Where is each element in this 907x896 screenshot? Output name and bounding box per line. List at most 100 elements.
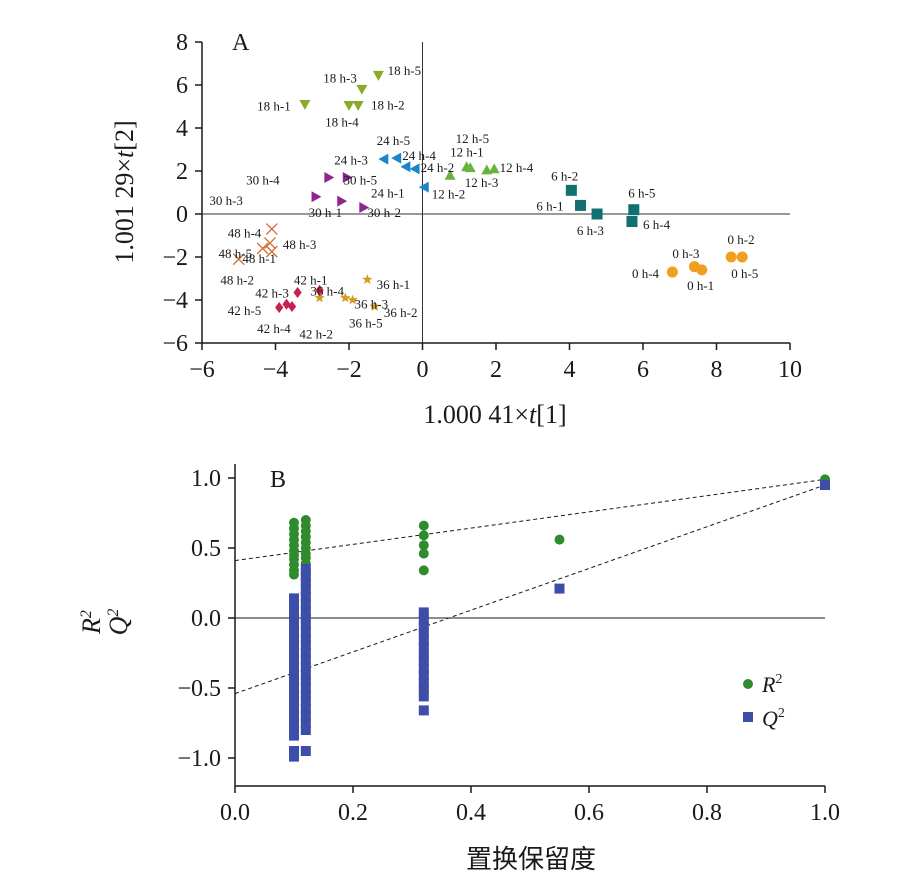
b-point-q2: [289, 730, 299, 741]
b-point-q2: [289, 614, 299, 625]
b-x-tick-label: 1.0: [810, 800, 840, 826]
a-x-tick-label: 6: [637, 357, 649, 383]
b-point-q2: [289, 698, 299, 709]
label-18h-2: 18 h-2: [371, 97, 405, 112]
b-point-q2: [820, 480, 830, 490]
b-point-q2: [300, 627, 311, 637]
b-x-tick-label: 0.0: [220, 800, 250, 826]
b-point-q2: [418, 642, 429, 653]
label-24h-3: 24 h-3: [334, 152, 368, 167]
b-point-r2: [418, 548, 429, 559]
point-18h-4: [343, 101, 355, 111]
point-0h-5: [725, 251, 737, 263]
b-point-q2: [418, 649, 429, 660]
point-6h-1: [575, 199, 587, 211]
b-point-q2: [300, 655, 311, 665]
label-30h-4: 30 h-4: [246, 173, 280, 188]
point-0h-4: [666, 266, 678, 278]
b-point-q2: [300, 725, 311, 735]
b-point-q2: [289, 642, 299, 653]
label-0h-4: 0 h-4: [632, 266, 660, 281]
label-42h-5: 42 h-5: [228, 303, 262, 318]
label-18h-3: 18 h-3: [323, 71, 357, 86]
panel-b-tick-labels: 0.0 0.2 0.4 0.6 0.8 1.0 −1.0 −0.5 0.0 0.5 1.0: [177, 466, 840, 826]
legend-r2-label: R2: [761, 672, 782, 697]
b-point-q2: [289, 677, 299, 688]
point-18h-2: [352, 101, 364, 111]
label-36h-5: 36 h-5: [349, 316, 383, 331]
point-48h-5: [232, 253, 245, 266]
label-12h-2: 12 h-2: [432, 187, 466, 202]
label-12h-4: 12 h-4: [500, 160, 534, 175]
label-48h-1: 48 h-1: [242, 251, 276, 266]
label-42h-3: 42 h-3: [255, 286, 289, 301]
b-regression-line-q2: [234, 484, 826, 695]
b-point-r2: [554, 534, 565, 545]
a-y-tick-label: 2: [176, 159, 188, 185]
b-point-q2: [289, 663, 299, 674]
label-6h-1: 6 h-1: [536, 198, 563, 213]
b-x-tick-label: 0.6: [574, 800, 604, 826]
b-point-r2: [418, 530, 429, 541]
point-6h-4: [626, 216, 638, 228]
b-point-q2: [300, 578, 311, 588]
b-point-q2: [300, 718, 311, 728]
legend-q2-marker: [743, 712, 753, 722]
a-y-tick-label: −6: [162, 331, 188, 357]
b-point-q2: [289, 628, 299, 639]
label-36h-3: 36 h-3: [355, 296, 389, 311]
label-0h-2: 0 h-2: [728, 232, 755, 247]
panel-b-plot: B 0.0 0.2 0.4 0.6 0.8 1.0 −1.0 −0.5 0.0 0.5 1.0 置换…: [77, 464, 840, 874]
label-30h-2: 30 h-2: [367, 205, 401, 220]
label-24h-1: 24 h-1: [371, 186, 405, 201]
b-point-q2: [300, 669, 311, 679]
b-point-q2: [289, 751, 299, 762]
b-point-q2: [300, 697, 311, 707]
label-6h-4: 6 h-4: [643, 217, 671, 232]
b-y-tick-label: 0.5: [191, 536, 221, 562]
label-48h-3: 48 h-3: [283, 237, 317, 252]
b-point-q2: [418, 614, 429, 625]
b-x-tick-label: 0.8: [692, 800, 722, 826]
point-48h-2: [256, 242, 269, 255]
panel-a-points: [232, 70, 748, 314]
b-point-q2: [418, 607, 429, 618]
a-y-tick-label: 4: [176, 116, 188, 142]
b-point-q2: [289, 621, 299, 632]
legend-q2-label: Q2: [762, 706, 785, 731]
point-18h-1: [299, 99, 311, 110]
point-36h-2: [369, 300, 380, 311]
label-36h-2: 36 h-2: [384, 305, 418, 320]
b-point-q2: [300, 564, 311, 574]
label-6h-3: 6 h-3: [577, 223, 604, 238]
b-point-q2: [300, 746, 311, 756]
panel-b-axes: [228, 464, 826, 793]
b-point-q2: [300, 585, 311, 595]
b-x-tick-label: 0.2: [338, 800, 368, 826]
point-42h-5: [275, 302, 284, 314]
point-18h-5: [372, 70, 384, 81]
label-42h-1: 42 h-1: [294, 273, 328, 288]
b-point-q2: [289, 607, 299, 618]
label-36h-1: 36 h-1: [377, 277, 411, 292]
b-point-q2: [300, 606, 311, 616]
point-30h-5: [342, 171, 353, 183]
label-42h-2: 42 h-2: [299, 326, 333, 341]
point-30h-4: [324, 171, 335, 183]
a-x-tick-label: 8: [711, 357, 723, 383]
label-48h-4: 48 h-4: [228, 225, 262, 240]
a-x-tick-label: 10: [778, 357, 802, 383]
b-point-q2: [300, 690, 311, 700]
b-point-q2: [418, 663, 429, 674]
label-48h-5: 48 h-5: [219, 246, 253, 261]
point-36h-3: [340, 292, 351, 303]
label-48h-2: 48 h-2: [220, 273, 254, 288]
label-6h-2: 6 h-2: [551, 168, 578, 183]
point-36h-5: [347, 294, 358, 305]
panel-b-y-label-r2: R2: [77, 610, 106, 635]
b-regression-line-r2: [234, 478, 826, 562]
point-30h-3: [311, 191, 322, 203]
b-point-q2: [300, 711, 311, 721]
b-point-q2: [418, 684, 429, 695]
